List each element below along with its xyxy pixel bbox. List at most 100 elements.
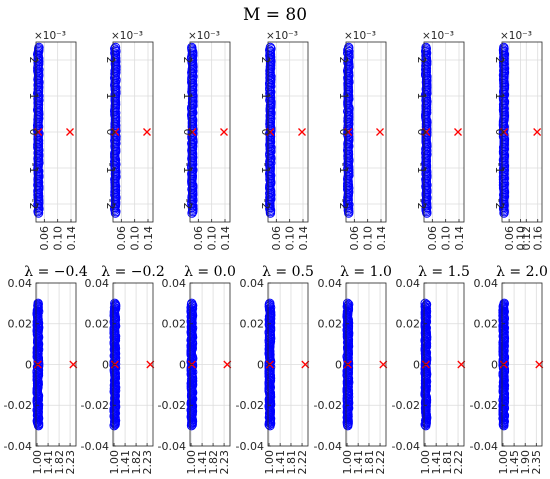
subplot-title: λ = −0.2 [101, 264, 165, 280]
red-x-stroke [220, 128, 228, 136]
y-tick-label: -2 [337, 199, 350, 210]
y-tick-label: 0 [413, 358, 420, 371]
y-tick-label: -2 [104, 199, 117, 210]
y-tick-label: -0.02 [470, 399, 498, 412]
eigenvalue-point [499, 298, 509, 309]
x-tick-label: 0.14 [453, 226, 466, 251]
subplot-title: λ = 1.0 [340, 264, 392, 280]
eigenvalue-point [420, 298, 430, 309]
y-tick-label: 0 [27, 129, 40, 136]
x-tick-label: 0.16 [532, 226, 545, 251]
eigenvalue-point [265, 298, 275, 309]
y-tick-label: -1 [415, 163, 428, 174]
x-tick-label: 0.14 [297, 226, 310, 251]
y-exponent-label: ×10⁻³ [422, 30, 454, 42]
x-tick-label: 1.45 [508, 450, 521, 475]
eigenvalue-point [344, 42, 354, 53]
subplot-8: -0.04 -0.02 0 0.02 0.04 1.001.411.822.23 λ = −… [4, 264, 88, 475]
y-tick-label: 0.02 [240, 318, 265, 331]
x-tick-label: 0.10 [206, 226, 219, 251]
x-tick-label: 2.22 [452, 450, 465, 475]
y-exponent-label: ×10⁻³ [500, 30, 532, 42]
x-tick-label: 2.35 [530, 450, 543, 475]
subplot-12: -0.04 -0.02 0 0.02 0.04 1.001.411.812.22 λ = 1… [314, 264, 392, 475]
eigenvalue-point [187, 42, 197, 53]
y-tick-label: 2 [493, 57, 506, 64]
y-tick-label: 0 [257, 358, 264, 371]
x-tick-label: 1.41 [352, 450, 365, 475]
subplot-title: λ = 2.0 [496, 264, 548, 280]
subplot-7: -2 -1 0 1 2 0.060.100.120.16 ×10⁻³ [493, 30, 544, 251]
y-tick-label: 0.04 [474, 277, 499, 290]
y-tick-label: 2 [337, 57, 350, 64]
x-tick-label: 0.14 [65, 226, 78, 251]
y-tick-label: 2 [181, 57, 194, 64]
eigenvalue-point [110, 298, 120, 309]
y-tick-label: -1 [493, 163, 506, 174]
eigenvalue-point [342, 48, 353, 58]
y-tick-label: 0.04 [240, 277, 265, 290]
x-tick-label: 1.90 [519, 450, 532, 475]
y-exponent-label: ×10⁻³ [266, 30, 298, 42]
y-tick-label: -0.04 [81, 440, 109, 453]
x-tick-label: 2.22 [374, 450, 387, 475]
x-tick-label: 0.10 [284, 226, 297, 251]
x-tick-label: 0.06 [426, 226, 439, 251]
subplot-14: -0.04 -0.02 0 0.02 0.04 1.001.451.902.35 λ = 2… [470, 264, 548, 475]
y-exponent-label: ×10⁻³ [34, 30, 66, 42]
y-tick-label: 0 [181, 129, 194, 136]
x-tick-label: 0.06 [38, 226, 51, 251]
x-tick-label: 1.41 [274, 450, 287, 475]
x-tick-label: 0.06 [192, 226, 205, 251]
y-tick-label: 0.04 [8, 277, 33, 290]
y-tick-label: 0.02 [474, 318, 499, 331]
y-tick-label: -2 [181, 199, 194, 210]
subplot-9: -0.04 -0.02 0 0.02 0.04 1.001.411.822.23 λ = −… [81, 264, 165, 475]
y-tick-label: -0.04 [470, 440, 498, 453]
x-tick-label: 0.10 [52, 226, 65, 251]
y-tick-label: 0 [259, 129, 272, 136]
subplot-title: λ = 0.5 [262, 264, 314, 280]
x-tick-label: 1.00 [31, 450, 44, 475]
y-tick-label: 2 [259, 57, 272, 64]
y-tick-label: -2 [27, 199, 40, 210]
y-tick-label: 2 [104, 57, 117, 64]
eigenvalue-point [33, 298, 43, 309]
subplot-13: -0.04 -0.02 0 0.02 0.04 1.001.411.812.22 λ = 1… [392, 264, 470, 475]
y-tick-label: 0 [493, 129, 506, 136]
x-tick-label: 0.10 [129, 226, 142, 251]
subplot-10: -0.04 -0.02 0 0.02 0.04 1.001.411.822.23 λ = 0… [158, 264, 236, 475]
y-tick-label: 0.02 [8, 318, 33, 331]
red-x-stroke [454, 128, 462, 136]
y-tick-label: 0 [102, 358, 109, 371]
y-tick-label: 2 [27, 57, 40, 64]
y-tick-label: -1 [181, 163, 194, 174]
x-tick-label: 1.81 [285, 450, 298, 475]
x-tick-label: 1.82 [207, 450, 220, 475]
y-tick-label: -2 [259, 199, 272, 210]
subplot-title: λ = −0.4 [24, 264, 88, 280]
x-tick-label: 0.14 [375, 226, 388, 251]
y-tick-label: -1 [27, 163, 40, 174]
eigenvalue-point [186, 302, 196, 313]
red-x-stroke [298, 128, 306, 136]
red-x-marker [454, 128, 462, 136]
y-tick-label: 1 [493, 93, 506, 100]
eigenvalue-point [343, 299, 354, 310]
y-tick-label: 0 [415, 129, 428, 136]
subplot-5: -2 -1 0 1 2 0.06 0.10 0.14 ×10⁻³ [337, 30, 388, 251]
eigenvalue-point [342, 298, 353, 309]
y-tick-label: 2 [415, 57, 428, 64]
figure-title: M = 80 [243, 5, 307, 25]
y-tick-label: 0 [337, 129, 350, 136]
red-x-marker [376, 128, 384, 136]
y-tick-label: -1 [259, 163, 272, 174]
red-x-stroke [143, 128, 151, 136]
y-exponent-label: ×10⁻³ [188, 30, 220, 42]
y-tick-label: 1 [415, 93, 428, 100]
x-tick-label: 0.06 [270, 226, 283, 251]
red-x-marker [298, 128, 306, 136]
eigenvalue-point [265, 42, 276, 53]
x-tick-label: 1.00 [497, 450, 510, 475]
